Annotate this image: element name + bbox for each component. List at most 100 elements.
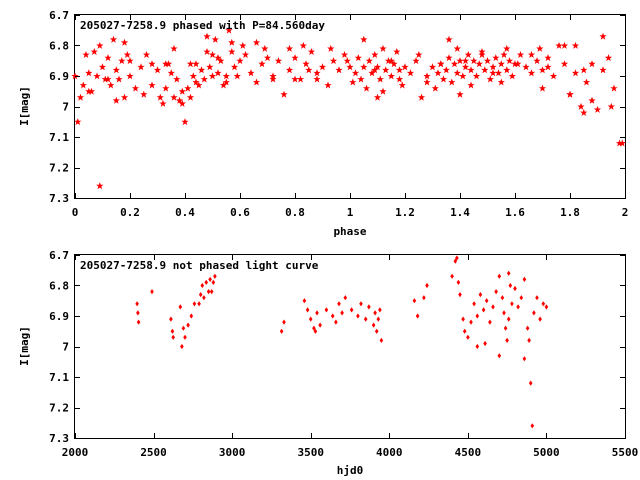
data-point [571,69,580,77]
data-point [280,90,288,98]
data-point [186,322,190,328]
data-point [508,282,513,289]
data-point [549,72,558,80]
data-point [560,60,569,68]
data-point [461,57,470,65]
data-point [516,51,525,58]
data-point [200,282,205,289]
data-point [82,51,90,58]
data-point [376,316,381,322]
data-point [170,44,178,52]
data-point [183,334,187,340]
data-point [112,96,120,104]
y-tick-label: 7.2 [49,162,69,175]
data-point [302,60,310,68]
data-point [150,289,154,295]
data-point [171,334,175,340]
data-point [186,60,195,68]
data-point [555,41,563,49]
data-point [525,325,530,331]
data-point [458,292,462,298]
data-point [588,96,596,104]
y-tick-label: 6.9 [49,70,69,83]
data-point [208,276,212,282]
data-point [279,328,284,334]
data-point [120,93,129,101]
data-point [153,66,162,74]
data-point [137,63,145,71]
data-point [197,301,201,307]
data-point [299,41,307,49]
data-point [522,276,527,282]
data-point [118,57,126,65]
data-point [412,57,420,65]
data-point [365,57,373,65]
data-point [123,51,131,58]
data-point [136,319,141,325]
data-point [582,78,591,86]
data-point [305,307,310,313]
x-tick-label: 5500 [612,446,639,459]
y-axis-label: I[mag] [18,86,31,126]
data-point [483,340,487,347]
data-point [488,319,492,325]
x-tick-label: 1.4 [450,206,470,219]
data-point [571,41,580,49]
data-point [206,63,214,71]
y-tick-label: 7.2 [49,402,69,415]
data-point [599,32,607,40]
y-tick-label: 6.8 [49,280,69,293]
data-point [291,54,299,62]
data-point [93,72,101,80]
data-point [528,380,533,386]
data-point [393,48,401,55]
data-point [486,75,494,83]
data-point [261,44,269,52]
data-point [324,81,332,89]
data-point [324,307,329,313]
data-point [376,75,384,83]
data-point [580,66,588,74]
data-point [502,310,506,316]
data-point [313,69,321,77]
data-point [126,57,134,65]
data-point [533,57,541,65]
data-point [337,301,341,307]
y-axis-label: I[mag] [18,326,31,366]
data-point [211,35,219,43]
data-point [269,75,277,83]
data-point [378,307,382,313]
data-point [79,81,87,89]
data-point [349,78,357,86]
data-point [200,75,208,83]
data-point [148,60,156,68]
data-point [422,295,426,301]
data-point [535,295,539,301]
x-tick-label: 1.2 [395,206,415,219]
data-point [96,41,104,49]
data-point [494,69,503,77]
data-point [247,69,255,77]
y-tick-label: 7.1 [49,131,69,144]
data-point [140,90,148,98]
x-tick-label: 0.4 [175,206,195,219]
data-point [538,316,542,322]
data-point [500,295,505,301]
x-tick-label: 4500 [455,446,482,459]
data-point [439,75,448,83]
data-point [343,295,348,301]
data-point [395,66,404,74]
data-point [379,337,384,343]
data-point [285,66,294,74]
data-point [357,75,365,83]
data-point [425,282,429,289]
data-point [489,63,497,71]
data-point [189,72,197,80]
data-point [313,75,321,83]
data-point [395,75,404,83]
data-point [522,356,527,362]
data-point [131,84,140,92]
data-point [148,81,156,89]
data-point [610,84,618,92]
data-point [466,334,470,340]
